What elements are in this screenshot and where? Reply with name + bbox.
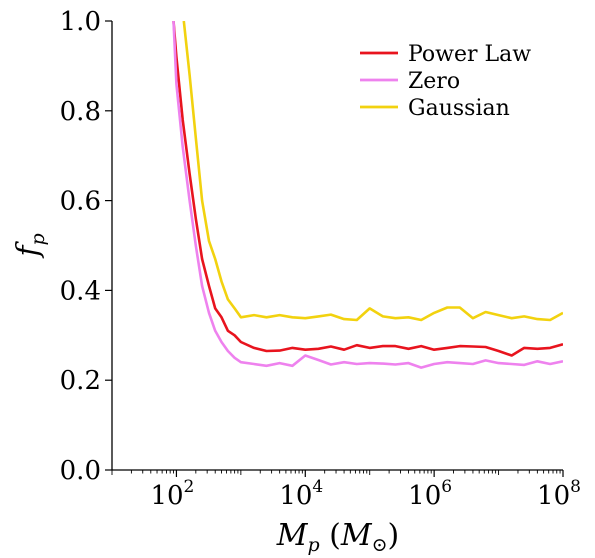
- axes: [111, 21, 563, 471]
- series-line-3: [182, 21, 563, 322]
- x-tick-label: 104: [279, 477, 323, 511]
- x-axis-label: Mp (M⊙): [276, 518, 400, 556]
- y-tick-label: 0.8: [60, 97, 101, 127]
- y-axis-label: fp: [11, 233, 49, 258]
- y-tick-label: 1.0: [60, 7, 101, 37]
- series-layer: [172, 21, 563, 369]
- x-tick-label: 108: [537, 477, 581, 511]
- legend-label: Gaussian: [408, 96, 510, 121]
- series-line-2: [172, 21, 563, 369]
- legend-label: Power Law: [408, 42, 531, 67]
- x-tick-label: 102: [150, 477, 194, 511]
- legend-label: Zero: [408, 69, 460, 94]
- y-tick-label: 0.2: [60, 366, 101, 396]
- series-line-1: [172, 21, 563, 357]
- ticks: 0.0 0.2 0.4 0.6 0.8 1.0 102 104 106 108: [60, 7, 581, 511]
- y-tick-label: 0.0: [60, 456, 101, 486]
- y-tick-label: 0.6: [60, 187, 101, 217]
- x-tick-label: 106: [408, 477, 452, 511]
- y-tick-label: 0.4: [60, 276, 101, 306]
